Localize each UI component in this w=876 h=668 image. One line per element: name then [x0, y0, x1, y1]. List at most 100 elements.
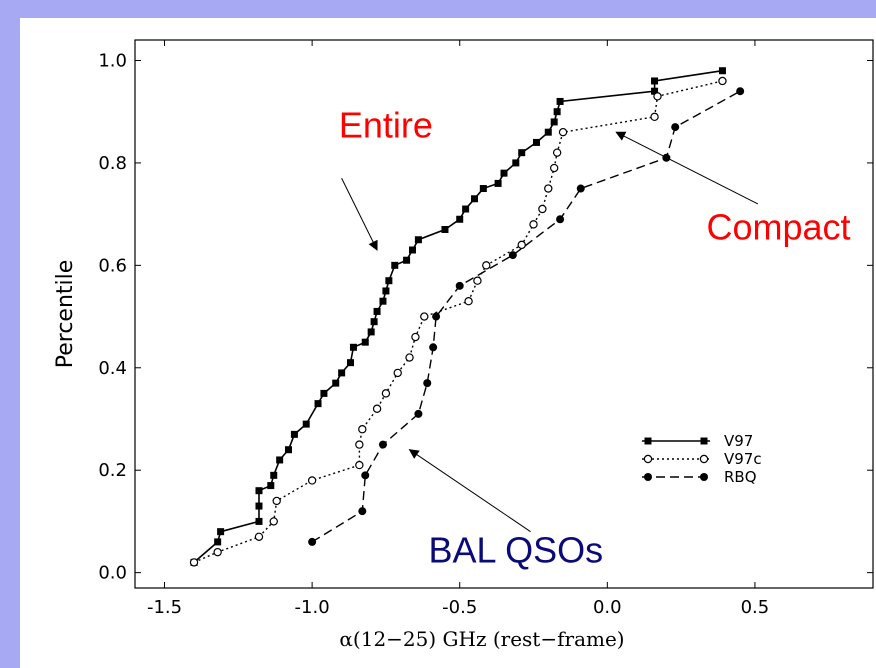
data-point-v97c	[269, 517, 278, 526]
y-tick-label: 0.6	[98, 255, 127, 276]
data-point-v97c	[473, 276, 482, 285]
x-tick-label: 0.0	[593, 597, 622, 618]
y-tick-label: 0.0	[98, 563, 127, 584]
x-tick-label: -1.5	[147, 597, 182, 618]
annotation-bal-qsos: BAL QSOs	[428, 529, 603, 570]
data-point-v97	[302, 420, 310, 428]
data-point-v97c	[650, 112, 659, 122]
data-point-v97c	[355, 460, 364, 470]
data-point-v97	[314, 400, 322, 408]
series-line-v97c	[193, 80, 723, 564]
data-point-v97c	[355, 440, 364, 449]
data-point-v97	[382, 287, 390, 295]
data-point-v97	[441, 225, 449, 233]
data-point-v97c	[558, 127, 568, 137]
series-rbq	[308, 87, 745, 546]
data-point-v97c	[482, 261, 491, 270]
data-point-v97	[414, 236, 422, 244]
data-point-v97	[494, 179, 502, 187]
data-point-v97c	[552, 148, 562, 157]
data-point-rbq	[414, 409, 423, 418]
data-point-v97c	[411, 332, 420, 342]
data-point-v97	[462, 205, 470, 213]
data-point-v97	[255, 517, 263, 525]
legend-label-v97: V97	[724, 432, 753, 450]
data-point-v97	[361, 338, 369, 346]
data-point-v97	[270, 471, 278, 479]
data-point-v97c	[189, 558, 199, 567]
data-point-v97c	[718, 76, 727, 86]
data-point-v97	[379, 297, 387, 305]
annotation-entire: Entire	[339, 104, 433, 145]
data-point-v97c	[544, 184, 553, 193]
data-point-v97	[518, 149, 526, 157]
series-v97c	[189, 76, 727, 567]
data-point-v97c	[529, 220, 538, 229]
series-line-rbq	[311, 90, 741, 543]
legend-marker-v97c	[699, 454, 709, 464]
data-point-v97	[550, 118, 558, 126]
data-point-v97c	[405, 353, 414, 362]
data-point-v97	[290, 430, 298, 438]
data-point-v97	[285, 446, 293, 454]
y-tick-label: 0.4	[98, 358, 127, 379]
data-point-rbq	[361, 471, 370, 480]
data-point-v97c	[538, 204, 547, 214]
data-point-v97	[651, 87, 659, 95]
plot-frame	[134, 39, 874, 589]
data-point-v97c	[393, 368, 402, 378]
annotation-arrow-entire	[341, 178, 378, 251]
data-point-v97	[544, 128, 552, 136]
x-axis-title: α(12−25) GHz (rest−frame)	[339, 627, 624, 651]
data-point-v97	[385, 277, 393, 285]
data-point-rbq	[736, 87, 745, 96]
data-point-v97c	[517, 240, 526, 250]
legend-marker-rbq	[700, 473, 708, 481]
data-point-v97c	[307, 476, 317, 485]
data-point-rbq	[556, 215, 565, 224]
data-point-v97	[479, 185, 487, 193]
data-point-rbq	[455, 281, 464, 290]
data-point-v97	[332, 379, 340, 387]
y-axis-title: Percentile	[53, 260, 78, 369]
legend-marker-v97	[700, 437, 708, 445]
data-point-v97	[367, 328, 375, 336]
annotation-compact: Compact	[707, 207, 851, 248]
data-point-v97	[651, 77, 659, 85]
data-point-v97	[512, 159, 520, 167]
data-point-v97	[500, 169, 508, 177]
data-point-v97	[456, 215, 464, 223]
data-point-v97	[370, 318, 378, 326]
x-tick-label: -0.5	[442, 597, 477, 618]
x-tick-label: -1.0	[295, 597, 330, 618]
data-point-v97	[346, 359, 354, 367]
data-point-v97	[373, 307, 381, 315]
data-point-v97	[556, 97, 564, 105]
data-point-v97	[338, 369, 346, 377]
data-point-v97	[391, 261, 399, 269]
annotation-arrow-bal-qsos	[408, 449, 531, 533]
data-point-v97	[349, 343, 357, 351]
y-tick-label: 1.0	[98, 50, 127, 71]
y-tick-label: 0.8	[98, 153, 127, 174]
data-point-rbq	[358, 507, 367, 516]
data-point-v97c	[358, 425, 367, 434]
data-point-v97c	[653, 92, 662, 101]
data-point-rbq	[671, 123, 680, 132]
data-point-v97c	[549, 163, 559, 173]
data-point-rbq	[308, 537, 317, 546]
data-point-v97	[267, 482, 275, 490]
data-point-v97	[718, 67, 726, 75]
data-point-v97c	[420, 312, 429, 321]
data-point-v97c	[272, 496, 281, 506]
data-point-v97	[214, 538, 222, 546]
data-point-v97	[217, 528, 225, 536]
data-point-v97c	[372, 404, 382, 413]
data-point-v97	[320, 389, 328, 397]
legend-marker-v97c	[643, 454, 653, 464]
data-point-v97	[276, 456, 284, 464]
data-point-rbq	[576, 184, 585, 193]
data-point-rbq	[508, 251, 517, 260]
figure-panel: -1.5 -1.0 -0.5 0.0 0.5 0.0 0.2 0.4 0.6 0.8 1.0 Ent…	[20, 18, 876, 668]
